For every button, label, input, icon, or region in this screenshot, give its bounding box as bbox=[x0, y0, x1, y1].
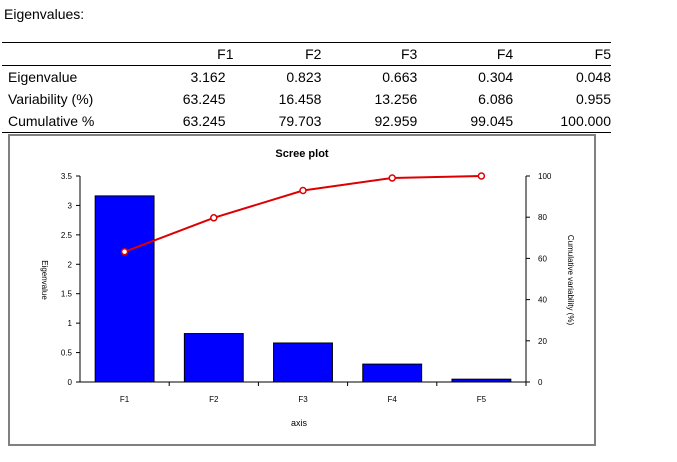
x-tick-label: F2 bbox=[209, 395, 219, 404]
table-cell: 3.162 bbox=[190, 69, 226, 85]
x-tick-label: F1 bbox=[120, 395, 130, 404]
column-header: F1 bbox=[147, 42, 244, 66]
y-axis-title: Eigenvalue bbox=[40, 260, 49, 300]
y-tick-label: 2 bbox=[68, 260, 73, 269]
y-tick-label: 1 bbox=[68, 319, 73, 328]
x-tick-label: F5 bbox=[477, 395, 487, 404]
table-cell: 13.256 bbox=[374, 91, 418, 107]
table-cell: 0.304 bbox=[478, 69, 514, 85]
table-cell: 100.000 bbox=[531, 110, 611, 133]
y2-tick-label: 80 bbox=[538, 213, 547, 222]
table-cell: 99.045 bbox=[435, 110, 532, 133]
chart-title: Scree plot bbox=[275, 148, 329, 160]
table-header-row: F1 F2 F3 F4 F5 bbox=[2, 42, 611, 66]
table-row: Eigenvalue 3.162 0.823 0.663 0.304 0.048 bbox=[2, 66, 611, 89]
table-cell: 0.955 bbox=[575, 91, 611, 107]
y2-axis-title: Cumulative variability (%) bbox=[566, 235, 575, 326]
cumulative-point bbox=[120, 247, 129, 256]
y2-tick-label: 0 bbox=[538, 378, 543, 387]
table-row: Cumulative % 63.245 79.703 92.959 99.045… bbox=[2, 110, 611, 133]
table-cell: 6.086 bbox=[478, 91, 514, 107]
table-cell: 63.245 bbox=[147, 110, 244, 133]
table-cell: 0.823 bbox=[286, 69, 322, 85]
table-cell: 92.959 bbox=[339, 110, 436, 133]
table-row: Variability (%) 63.245 16.458 13.256 6.0… bbox=[2, 88, 611, 110]
y2-tick-label: 20 bbox=[538, 337, 547, 346]
table-cell: 0.048 bbox=[575, 69, 611, 85]
column-header: F2 bbox=[243, 42, 340, 66]
y-tick-label: 2.5 bbox=[61, 231, 73, 240]
bar bbox=[94, 195, 155, 383]
table-cell: 0.663 bbox=[382, 69, 418, 85]
y2-tick-label: 40 bbox=[538, 296, 547, 305]
cumulative-point bbox=[299, 186, 307, 195]
plot-area: 0 0.5 1 1.5 2 2.5 3 3.5 0 20 40 60 80 100 F1 F2 F3 F4 F5 bbox=[61, 172, 552, 404]
cumulative-point bbox=[210, 214, 218, 222]
y2-tick-label: 60 bbox=[538, 254, 547, 263]
x-tick-label: F3 bbox=[298, 395, 308, 404]
eigenvalues-table: F1 F2 F3 F4 F5 Eigenvalue 3.162 0.823 0.… bbox=[2, 42, 611, 133]
table-cell: 79.703 bbox=[243, 110, 340, 133]
column-header: F5 bbox=[531, 42, 611, 66]
bar bbox=[362, 363, 423, 383]
table-cell: 16.458 bbox=[278, 91, 322, 107]
row-label: Cumulative % bbox=[2, 110, 148, 133]
table-corner-cell bbox=[2, 42, 148, 66]
y2-tick-label: 100 bbox=[538, 172, 552, 181]
cumulative-point bbox=[388, 174, 396, 182]
bar bbox=[183, 333, 244, 383]
row-label: Eigenvalue bbox=[8, 69, 78, 85]
bar bbox=[451, 378, 512, 383]
y-tick-label: 0 bbox=[68, 378, 73, 387]
column-header: F4 bbox=[435, 42, 532, 66]
column-header: F3 bbox=[339, 42, 436, 66]
y-tick-label: 0.5 bbox=[61, 349, 73, 358]
x-tick-label: F4 bbox=[388, 395, 398, 404]
y-tick-label: 1.5 bbox=[61, 290, 73, 299]
cumulative-point bbox=[477, 172, 486, 180]
table-cell: 63.245 bbox=[182, 91, 226, 107]
scree-plot-chart: Scree plot 0 0.5 1 1.5 2 2.5 3 3.5 0 20 40 60 80 100 F… bbox=[40, 148, 575, 428]
row-label: Variability (%) bbox=[8, 91, 94, 107]
y-tick-label: 3.5 bbox=[61, 172, 73, 181]
y-tick-label: 3 bbox=[68, 201, 73, 210]
bar bbox=[273, 342, 333, 383]
section-heading: Eigenvalues: bbox=[4, 6, 85, 22]
x-axis-title: axis bbox=[291, 418, 308, 428]
